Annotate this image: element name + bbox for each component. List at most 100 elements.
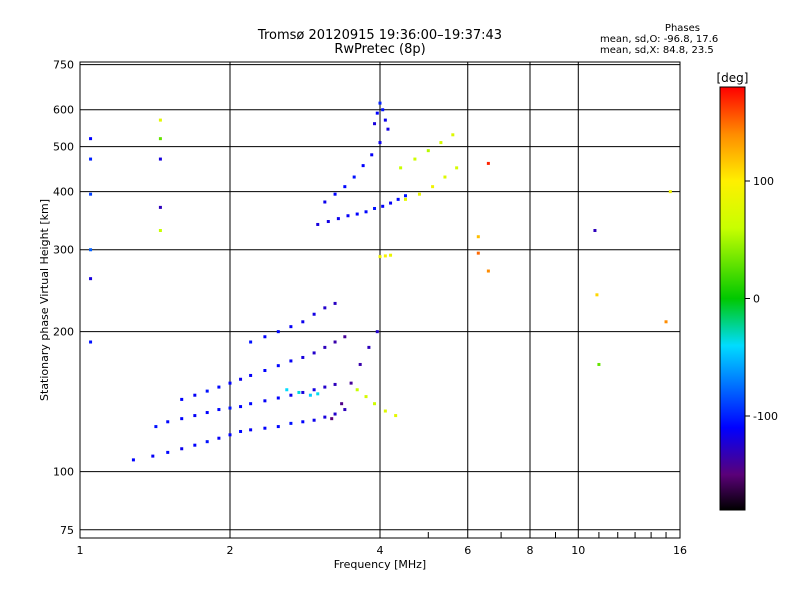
data-point bbox=[403, 197, 407, 201]
data-point bbox=[151, 454, 155, 458]
y-tick-label: 200 bbox=[53, 326, 74, 339]
data-point bbox=[373, 402, 377, 406]
data-point bbox=[289, 393, 293, 397]
data-point bbox=[330, 417, 334, 421]
data-point bbox=[180, 417, 184, 421]
data-point bbox=[193, 414, 197, 418]
data-point bbox=[383, 254, 387, 258]
data-point bbox=[158, 118, 162, 122]
data-point bbox=[312, 312, 316, 316]
data-point bbox=[486, 161, 490, 165]
data-point bbox=[217, 385, 221, 389]
x-tick-label: 10 bbox=[571, 544, 585, 557]
data-point bbox=[364, 395, 368, 399]
data-point bbox=[205, 389, 209, 393]
data-point bbox=[205, 411, 209, 415]
data-point bbox=[375, 330, 379, 334]
data-point bbox=[381, 108, 385, 112]
data-point bbox=[276, 425, 280, 429]
data-point bbox=[476, 235, 480, 239]
data-point bbox=[593, 228, 597, 232]
data-point bbox=[343, 335, 347, 339]
data-point bbox=[451, 133, 455, 137]
data-point bbox=[355, 388, 359, 392]
data-point bbox=[386, 127, 390, 131]
data-point bbox=[249, 428, 253, 432]
data-point bbox=[378, 141, 382, 145]
data-point bbox=[166, 420, 170, 424]
data-point bbox=[217, 436, 221, 440]
data-point bbox=[333, 301, 337, 305]
data-point bbox=[285, 388, 289, 392]
data-point bbox=[455, 166, 459, 170]
data-point bbox=[301, 420, 305, 424]
data-point bbox=[158, 228, 162, 232]
x-tick-label: 16 bbox=[673, 544, 687, 557]
x-tick-label: 8 bbox=[527, 544, 534, 557]
data-point bbox=[431, 185, 435, 189]
data-point bbox=[276, 364, 280, 368]
data-point bbox=[343, 408, 347, 412]
y-axis-label: Stationary phase Virtual Height [km] bbox=[38, 199, 51, 401]
data-point bbox=[312, 388, 316, 392]
data-point bbox=[333, 340, 337, 344]
data-point bbox=[370, 153, 374, 157]
colorbar-label: [deg] bbox=[717, 71, 749, 85]
data-point bbox=[301, 355, 305, 359]
data-point bbox=[89, 340, 93, 344]
data-point bbox=[352, 175, 356, 179]
data-point bbox=[373, 206, 377, 210]
data-point bbox=[383, 409, 387, 413]
y-tick-label: 75 bbox=[60, 524, 74, 537]
data-point bbox=[326, 220, 330, 224]
data-point bbox=[263, 399, 267, 403]
colorbar-tick-label: -100 bbox=[753, 410, 778, 423]
data-point bbox=[343, 185, 347, 189]
data-point bbox=[312, 351, 316, 355]
data-point bbox=[336, 217, 340, 221]
data-point bbox=[308, 393, 312, 397]
x-tick-label: 4 bbox=[377, 544, 384, 557]
data-point bbox=[312, 418, 316, 422]
data-point bbox=[166, 450, 170, 454]
data-point bbox=[389, 253, 393, 257]
data-point bbox=[249, 340, 253, 344]
data-point bbox=[276, 396, 280, 400]
data-point bbox=[193, 393, 197, 397]
data-point bbox=[239, 377, 243, 381]
data-point bbox=[323, 385, 327, 389]
data-point bbox=[89, 248, 93, 252]
data-point bbox=[263, 426, 267, 430]
x-axis-label: Frequency [MHz] bbox=[334, 558, 426, 571]
data-point bbox=[301, 390, 305, 394]
y-tick-label: 400 bbox=[53, 186, 74, 199]
y-tick-label: 100 bbox=[53, 466, 74, 479]
data-point bbox=[358, 362, 362, 366]
data-point bbox=[333, 382, 337, 386]
data-point bbox=[476, 251, 480, 255]
data-point bbox=[158, 205, 162, 209]
data-point bbox=[217, 408, 221, 412]
data-point bbox=[263, 369, 267, 373]
data-point bbox=[276, 330, 280, 334]
data-point bbox=[439, 141, 443, 145]
data-point bbox=[301, 320, 305, 324]
y-tick-label: 750 bbox=[53, 59, 74, 72]
data-point bbox=[263, 335, 267, 339]
colorbar bbox=[719, 86, 746, 511]
data-point bbox=[378, 255, 382, 259]
data-point bbox=[361, 164, 365, 168]
plot-frame bbox=[79, 61, 681, 539]
data-point bbox=[378, 101, 382, 105]
data-point bbox=[289, 421, 293, 425]
data-point bbox=[316, 222, 320, 226]
data-point bbox=[249, 402, 253, 406]
data-point bbox=[417, 192, 421, 196]
y-tick-label: 300 bbox=[53, 244, 74, 257]
data-point bbox=[180, 397, 184, 401]
data-point bbox=[375, 111, 379, 115]
data-point bbox=[316, 392, 320, 396]
phase-stats-o: mean, sd,O: -96.8, 17.6 bbox=[600, 34, 719, 45]
colorbar-tick-label: 0 bbox=[753, 293, 760, 306]
